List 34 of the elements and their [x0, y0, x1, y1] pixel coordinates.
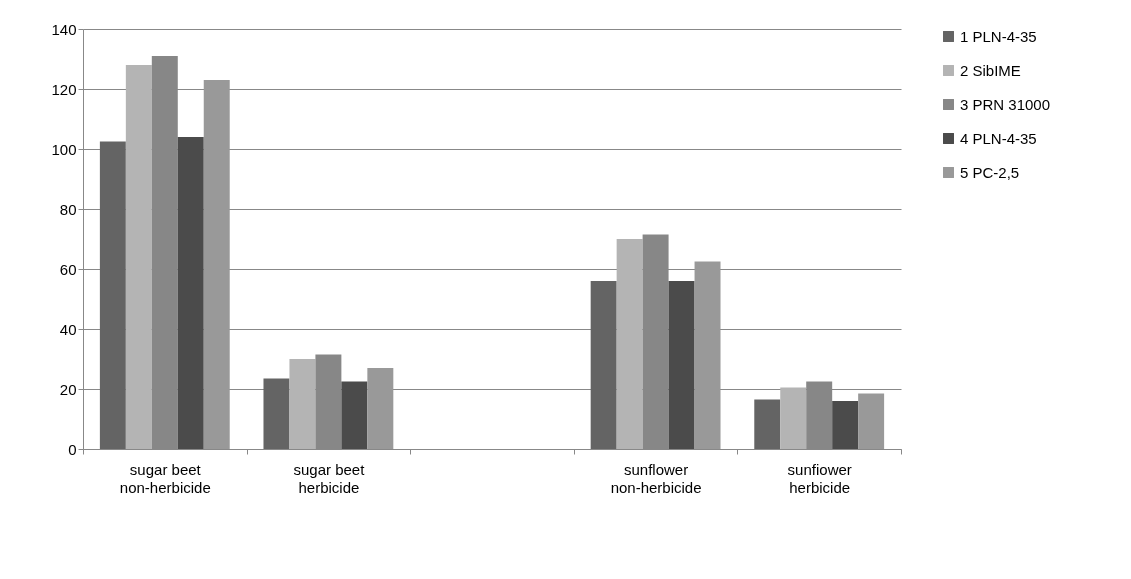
bar: [754, 399, 781, 449]
bar: [203, 80, 230, 449]
bar: [832, 401, 859, 449]
bar: [177, 137, 204, 449]
bar: [263, 378, 290, 449]
bar: [668, 281, 695, 449]
legend-label: 5 PC-2,5: [960, 163, 1020, 181]
x-tick-label: sunflower non-herbicide: [610, 460, 702, 496]
bar: [780, 387, 807, 449]
y-tick-label: 0: [68, 440, 77, 458]
y-tick-label: 80: [59, 200, 77, 218]
bar: [858, 393, 885, 449]
legend-label: 1 PLN-4-35: [960, 27, 1037, 45]
bar: [367, 368, 394, 449]
bar: [315, 354, 342, 449]
x-tick-label: sugar beet herbicide: [293, 460, 366, 496]
y-tick-label: 60: [59, 260, 77, 278]
y-tick-label: 20: [59, 380, 77, 398]
legend-label: 3 PRN 31000: [960, 95, 1051, 113]
y-tick-label: 140: [51, 20, 77, 38]
y-tick-label: 100: [51, 140, 77, 158]
legend-label: 2 SibIME: [960, 61, 1021, 79]
x-tick-label: sunfiower herbicide: [787, 460, 852, 496]
bar: [289, 359, 316, 449]
y-tick-label: 120: [51, 80, 77, 98]
bar: [341, 381, 368, 449]
bar: [99, 141, 126, 449]
bar: [590, 281, 617, 449]
legend-label: 4 PLN-4-35: [960, 129, 1037, 147]
bar: [616, 239, 643, 449]
y-tick-label: 40: [59, 320, 77, 338]
bar: [694, 261, 721, 449]
bar: [125, 65, 152, 449]
x-tick-label: sugar beet non-herbicide: [119, 460, 211, 496]
